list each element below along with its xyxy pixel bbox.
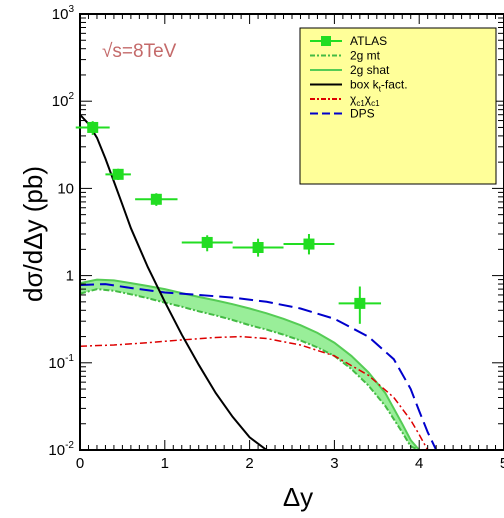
legend-entry: 2g shat xyxy=(310,63,390,77)
series-box-kt xyxy=(80,114,268,450)
band-2g xyxy=(80,279,420,450)
y-tick-label: 10-1 xyxy=(48,353,74,372)
x-tick-label: 4 xyxy=(415,455,423,472)
legend-label: 2g mt xyxy=(350,49,381,63)
x-tick-label: 3 xyxy=(330,455,338,472)
x-tick-label: 2 xyxy=(245,455,253,472)
y-tick-label: 1 xyxy=(66,268,74,285)
y-tick-label: 103 xyxy=(52,4,75,23)
legend-label: χc1χc1 xyxy=(350,92,380,108)
y-tick-label: 10 xyxy=(57,180,74,197)
y-axis-title: dσ/dΔy (pb) xyxy=(18,166,48,302)
x-tick-label: 0 xyxy=(76,455,84,472)
x-axis-title: Δy xyxy=(283,482,313,512)
atlas-marker xyxy=(87,121,99,133)
legend-box xyxy=(299,27,497,185)
y-tick-label: 10-2 xyxy=(48,440,74,459)
legend-label: 2g shat xyxy=(350,63,390,77)
y-tick-label: 102 xyxy=(52,91,75,110)
atlas-marker xyxy=(112,168,124,180)
atlas-point xyxy=(232,238,284,257)
atlas-marker xyxy=(252,242,264,254)
atlas-marker xyxy=(150,193,162,205)
atlas-marker xyxy=(201,236,213,248)
legend-entry: DPS xyxy=(310,107,375,121)
atlas-point xyxy=(181,235,233,252)
legend-label: ATLAS xyxy=(350,34,387,48)
legend-entry: 2g mt xyxy=(310,49,381,63)
legend-marker xyxy=(321,36,331,46)
x-tick-label: 5 xyxy=(500,455,504,472)
energy-label: √s=8TeV xyxy=(102,41,177,62)
atlas-marker xyxy=(303,238,315,250)
atlas-point xyxy=(135,193,178,206)
x-tick-label: 1 xyxy=(161,455,169,472)
atlas-point xyxy=(338,286,382,324)
legend-entry: ATLAS xyxy=(310,34,387,48)
legend-entry: box kt-fact. xyxy=(310,78,408,94)
series-2g-shat xyxy=(80,278,420,450)
legend-label: DPS xyxy=(350,107,375,121)
legend-label: box kt-fact. xyxy=(350,78,408,94)
legend-entry: χc1χc1 xyxy=(310,92,380,108)
atlas-point xyxy=(105,168,131,180)
series-2g-mt xyxy=(80,288,420,450)
series-dps xyxy=(80,283,438,450)
atlas-point xyxy=(75,121,110,135)
atlas-point xyxy=(283,233,335,255)
atlas-marker xyxy=(354,297,366,309)
